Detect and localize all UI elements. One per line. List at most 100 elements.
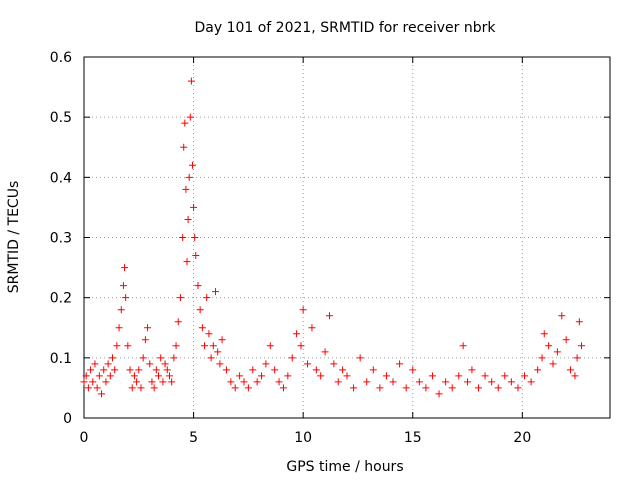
data-point	[121, 264, 129, 272]
data-point	[236, 372, 244, 380]
data-point	[117, 306, 125, 314]
data-point	[428, 372, 436, 380]
data-point	[102, 378, 110, 386]
data-point	[95, 372, 103, 380]
data-point	[84, 384, 92, 392]
data-point	[161, 360, 169, 368]
data-point	[402, 384, 410, 392]
data-point	[545, 342, 553, 350]
data-point	[182, 185, 190, 193]
data-point	[124, 342, 132, 350]
data-point	[249, 366, 257, 374]
x-tick-label: 20	[513, 430, 531, 446]
data-point	[93, 384, 101, 392]
data-point	[240, 378, 248, 386]
data-point	[284, 372, 292, 380]
data-point	[488, 378, 496, 386]
y-axis-title: SRMTID / TECUs	[6, 181, 22, 294]
data-point	[133, 378, 141, 386]
data-point	[187, 77, 195, 85]
data-point	[553, 348, 561, 356]
data-point	[80, 378, 88, 386]
data-points	[80, 77, 586, 398]
data-point	[258, 372, 266, 380]
data-point	[575, 318, 583, 326]
data-point	[514, 384, 522, 392]
data-point	[317, 372, 325, 380]
data-point	[578, 342, 586, 350]
x-tick-label: 15	[404, 430, 422, 446]
data-point	[567, 366, 575, 374]
chart-title: Day 101 of 2021, SRMTID for receiver nbr…	[194, 20, 496, 36]
data-point	[312, 366, 320, 374]
data-point	[455, 372, 463, 380]
y-tick-label: 0.6	[50, 50, 72, 66]
data-point	[198, 324, 206, 332]
data-point	[135, 366, 143, 374]
data-point	[141, 336, 149, 344]
data-point	[144, 324, 152, 332]
data-point	[343, 372, 351, 380]
data-point	[128, 384, 136, 392]
data-point	[137, 384, 145, 392]
y-tick-label: 0.5	[50, 110, 72, 126]
data-point	[299, 306, 307, 314]
y-tick-label: 0	[63, 411, 72, 427]
data-point	[321, 348, 329, 356]
data-point	[146, 360, 154, 368]
y-tick-label: 0.3	[50, 231, 72, 247]
y-tick-label: 0.4	[50, 170, 72, 186]
data-point	[376, 384, 384, 392]
data-point	[271, 366, 279, 374]
data-point	[126, 366, 134, 374]
data-point	[396, 360, 404, 368]
data-point	[325, 312, 333, 320]
data-point	[155, 372, 163, 380]
data-point	[106, 372, 114, 380]
data-point	[409, 366, 417, 374]
data-point	[174, 318, 182, 326]
data-point	[214, 348, 222, 356]
y-tick-label: 0.1	[50, 351, 72, 367]
data-point	[501, 372, 509, 380]
data-point	[212, 288, 219, 296]
data-point	[293, 330, 301, 338]
data-point	[448, 384, 456, 392]
data-point	[191, 234, 199, 241]
data-point	[330, 360, 338, 368]
data-point	[115, 324, 123, 332]
data-point	[468, 366, 476, 374]
data-point	[192, 252, 200, 260]
data-point	[334, 378, 342, 386]
data-point	[168, 378, 176, 386]
data-point	[148, 378, 156, 386]
data-point	[549, 360, 557, 368]
data-point	[459, 342, 467, 350]
data-point	[216, 360, 224, 368]
data-point	[119, 282, 127, 290]
data-point	[415, 378, 423, 386]
data-point	[279, 384, 287, 392]
data-point	[363, 378, 371, 386]
data-point	[82, 372, 90, 380]
data-point	[170, 354, 178, 362]
data-point	[91, 360, 99, 368]
data-point	[196, 306, 204, 314]
data-point	[194, 282, 202, 290]
data-point	[186, 113, 194, 121]
data-point	[534, 366, 542, 374]
data-point	[139, 354, 147, 362]
data-point	[481, 372, 489, 380]
data-point	[573, 354, 581, 362]
data-point	[172, 342, 180, 350]
data-point	[244, 384, 252, 392]
data-point	[104, 360, 112, 368]
data-point	[111, 366, 119, 374]
data-point	[442, 378, 450, 386]
data-point	[308, 324, 316, 332]
x-tick-label: 10	[294, 430, 312, 446]
tick-labels: 0 0.1 0.2 0.3 0.4 0.5 0.6 0 5 10 15 20	[50, 50, 532, 446]
data-point	[201, 342, 209, 350]
data-point	[181, 119, 189, 127]
data-point	[494, 384, 502, 392]
